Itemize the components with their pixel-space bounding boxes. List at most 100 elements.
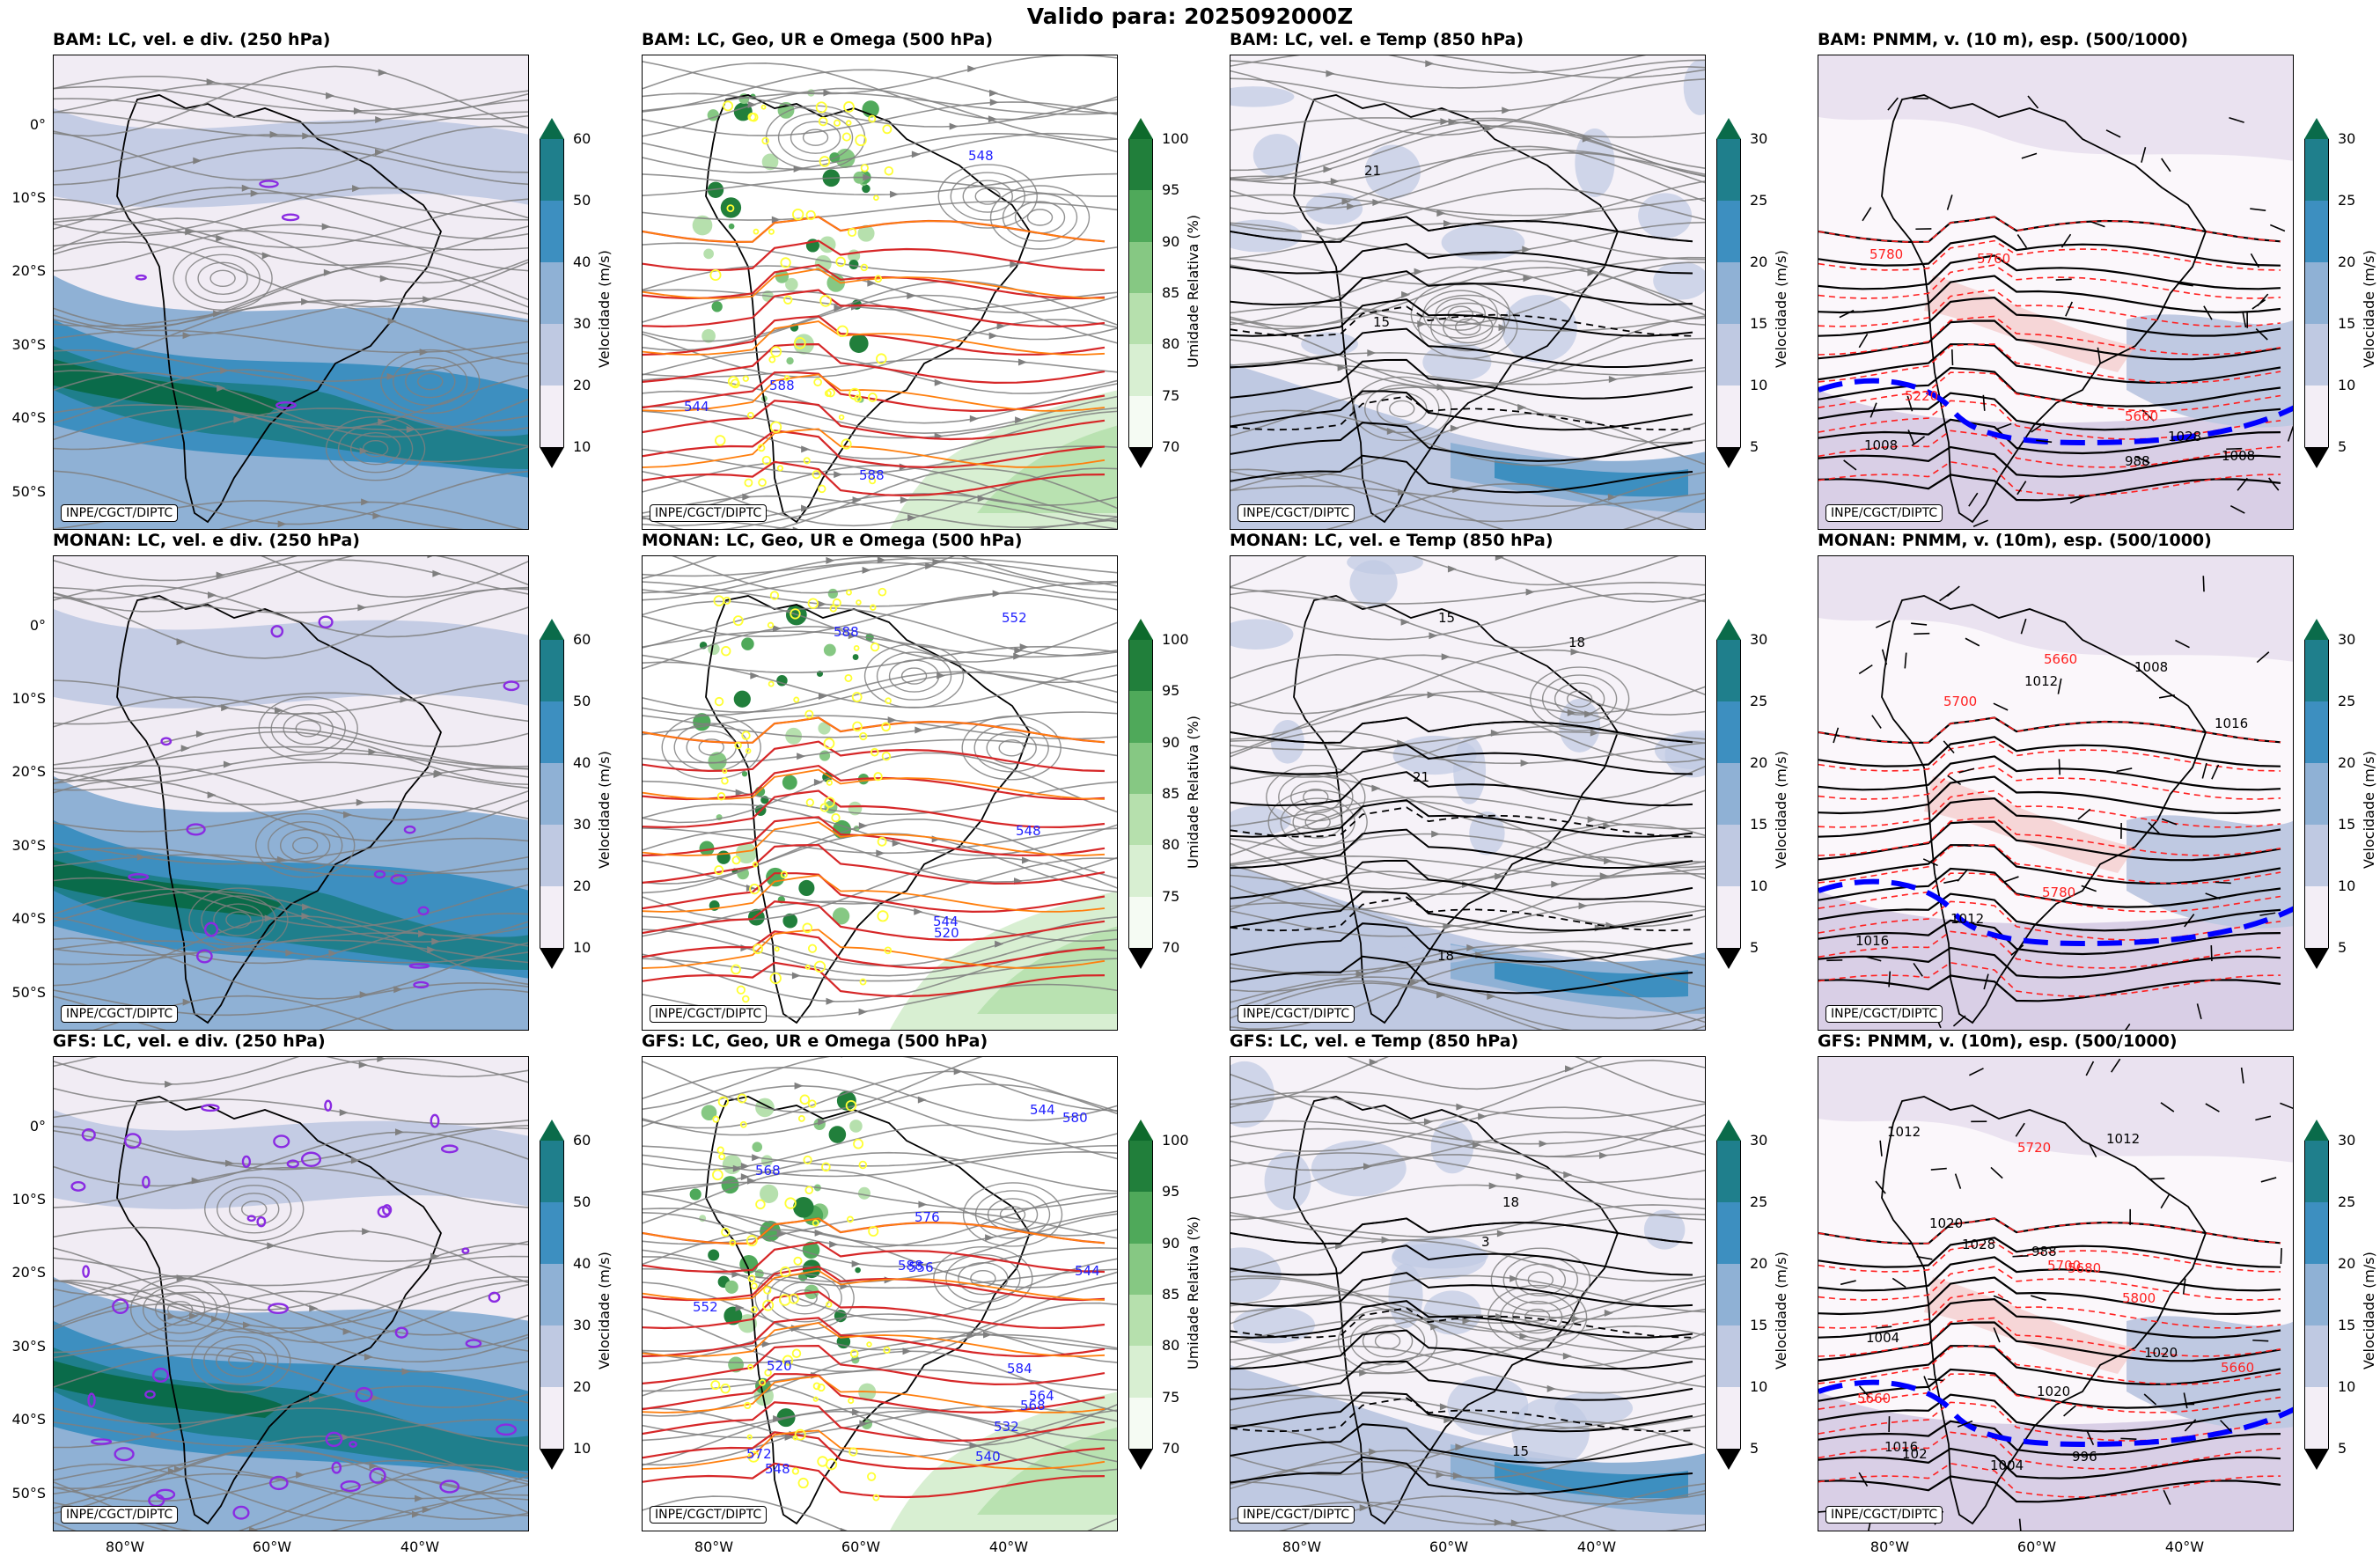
contour-label: 584	[1007, 1361, 1032, 1377]
divergence-contour	[232, 1505, 250, 1520]
colorbar-segment	[540, 1264, 564, 1325]
divergence-contour	[413, 980, 430, 989]
colorbar-segment	[1716, 825, 1741, 886]
contour-label: 5680	[2068, 1260, 2101, 1276]
colorbar-tick: 15	[2338, 816, 2356, 833]
divergence-contour	[155, 1488, 176, 1501]
colorbar-segment	[1128, 1141, 1153, 1193]
colorbar-segment	[540, 763, 564, 825]
contour-label: 552	[693, 1299, 718, 1315]
divergence-contour	[112, 1298, 129, 1315]
colorbar: 10 20 30 40 50 60	[540, 1120, 591, 1470]
divergence-contour	[82, 1265, 91, 1278]
contour-label: 520	[934, 925, 959, 941]
coastline	[1881, 94, 2207, 524]
colorbar-extend-top	[540, 1120, 564, 1141]
colorbar-label: Velocidade (m/s)	[2361, 751, 2377, 869]
divergence-contour	[369, 1467, 386, 1484]
divergence-contour	[394, 1326, 408, 1339]
colorbar-tick: 100	[1162, 631, 1189, 648]
contour-label: 588	[859, 467, 885, 483]
contour-label: 1028	[1962, 1237, 1995, 1252]
colorbar-tick: 10	[573, 939, 591, 956]
contour-label: 5660	[2221, 1360, 2254, 1376]
contour-label: 544	[1030, 1102, 1055, 1118]
divergence-contour	[246, 1215, 256, 1223]
map-panel: INPE/CGCT/DIPTC	[53, 555, 529, 1031]
contour-label: 5660	[2044, 651, 2077, 667]
contour-label: 588	[769, 378, 795, 393]
coastline	[1293, 1096, 1620, 1525]
colorbar-extend-bottom	[2304, 1449, 2329, 1470]
colorbar-tick: 85	[1162, 1286, 1180, 1303]
divergence-contour	[87, 1392, 96, 1408]
colorbar-segment	[1128, 241, 1153, 293]
colorbar-tick: 50	[573, 1193, 591, 1210]
thickness-5400-line	[1818, 878, 2293, 947]
colorbar-tick: 80	[1162, 1337, 1180, 1355]
colorbar-segment	[1128, 845, 1153, 897]
colorbar-extend-top	[1128, 619, 1153, 640]
map-panel: 588 544 552 548 520 INPE/CGCT/DIPTC	[642, 555, 1118, 1031]
coastline	[1881, 1096, 2207, 1525]
colorbar-tick: 85	[1162, 785, 1180, 802]
colorbar-segment	[2304, 324, 2329, 385]
map-canvas: 588 588 544 548	[643, 55, 1117, 529]
colorbar-segment	[1716, 1387, 1741, 1449]
divergence-contour	[300, 1151, 322, 1167]
lat-tick: 50°S	[11, 483, 46, 500]
lat-tick: 30°S	[11, 336, 46, 353]
lat-tick: 0°	[29, 116, 46, 133]
colorbar-extend-top	[540, 619, 564, 640]
lat-tick: 30°S	[11, 1338, 46, 1355]
divergence-contour	[128, 873, 150, 881]
lon-tick: 60°W	[2016, 1538, 2057, 1555]
colorbar-extend-bottom	[1716, 948, 1741, 969]
divergence-contour	[496, 1423, 518, 1436]
contour-label: 18	[1437, 948, 1454, 964]
colorbar-tick: 75	[1162, 386, 1180, 404]
colorbar-extend-top	[2304, 1120, 2329, 1141]
colorbar-tick: 15	[2338, 1317, 2356, 1333]
colorbar-extend-bottom	[1716, 1449, 1741, 1470]
colorbar-segment	[1128, 1346, 1153, 1398]
divergence-contour	[281, 213, 300, 222]
colorbar-segment	[2304, 1325, 2329, 1387]
contour-label: 1028	[2168, 429, 2201, 444]
colorbar-tick: 15	[1750, 816, 1768, 833]
colorbar-tick: 10	[1750, 377, 1768, 393]
credit-box: INPE/CGCT/DIPTC	[1238, 504, 1355, 522]
contour-label: 102	[1902, 1446, 1928, 1462]
colorbar-tick: 30	[573, 1317, 591, 1333]
colorbar-tick: 20	[2338, 253, 2356, 270]
contour-label: 572	[746, 1446, 772, 1462]
panel-title: BAM: LC, Geo, UR e Omega (500 hPa)	[642, 30, 994, 49]
credit-box: INPE/CGCT/DIPTC	[1825, 1506, 1943, 1524]
colorbar-tick: 80	[1162, 836, 1180, 854]
figure-title: Valido para: 2025092000Z	[1026, 4, 1354, 29]
thickness-5400-line	[1818, 378, 2293, 446]
colorbar-extend-bottom	[1716, 447, 1741, 468]
divergence-contour	[270, 625, 284, 638]
contour-label: 1020	[1929, 1215, 1963, 1231]
colorbar-segment	[540, 1202, 564, 1264]
colorbar-tick: 10	[2338, 1378, 2356, 1395]
lat-tick: 10°S	[11, 189, 46, 206]
colorbar-segment	[2304, 763, 2329, 825]
credit-box: INPE/CGCT/DIPTC	[61, 1506, 179, 1524]
colorbar-tick: 20	[573, 877, 591, 894]
contour-label: 5720	[2017, 1140, 2051, 1156]
colorbar-extend-top	[1128, 1120, 1153, 1141]
contour-label: 1016	[1855, 933, 1889, 949]
lat-tick: 50°S	[11, 1485, 46, 1502]
contour-label: 576	[915, 1209, 940, 1225]
colorbar-label: Velocidade (m/s)	[1773, 751, 1789, 869]
divergence-contour	[373, 870, 386, 879]
colorbar-segment	[2304, 701, 2329, 763]
panel-title: MONAN: PNMM, v. (10m), esp. (500/1000)	[1818, 531, 2212, 550]
contour-label: 21	[1364, 163, 1381, 179]
colorbar-segment	[540, 139, 564, 201]
colorbar-segment	[2304, 1264, 2329, 1325]
contour-label: 996	[2072, 1449, 2097, 1465]
colorbar-tick: 30	[573, 816, 591, 833]
